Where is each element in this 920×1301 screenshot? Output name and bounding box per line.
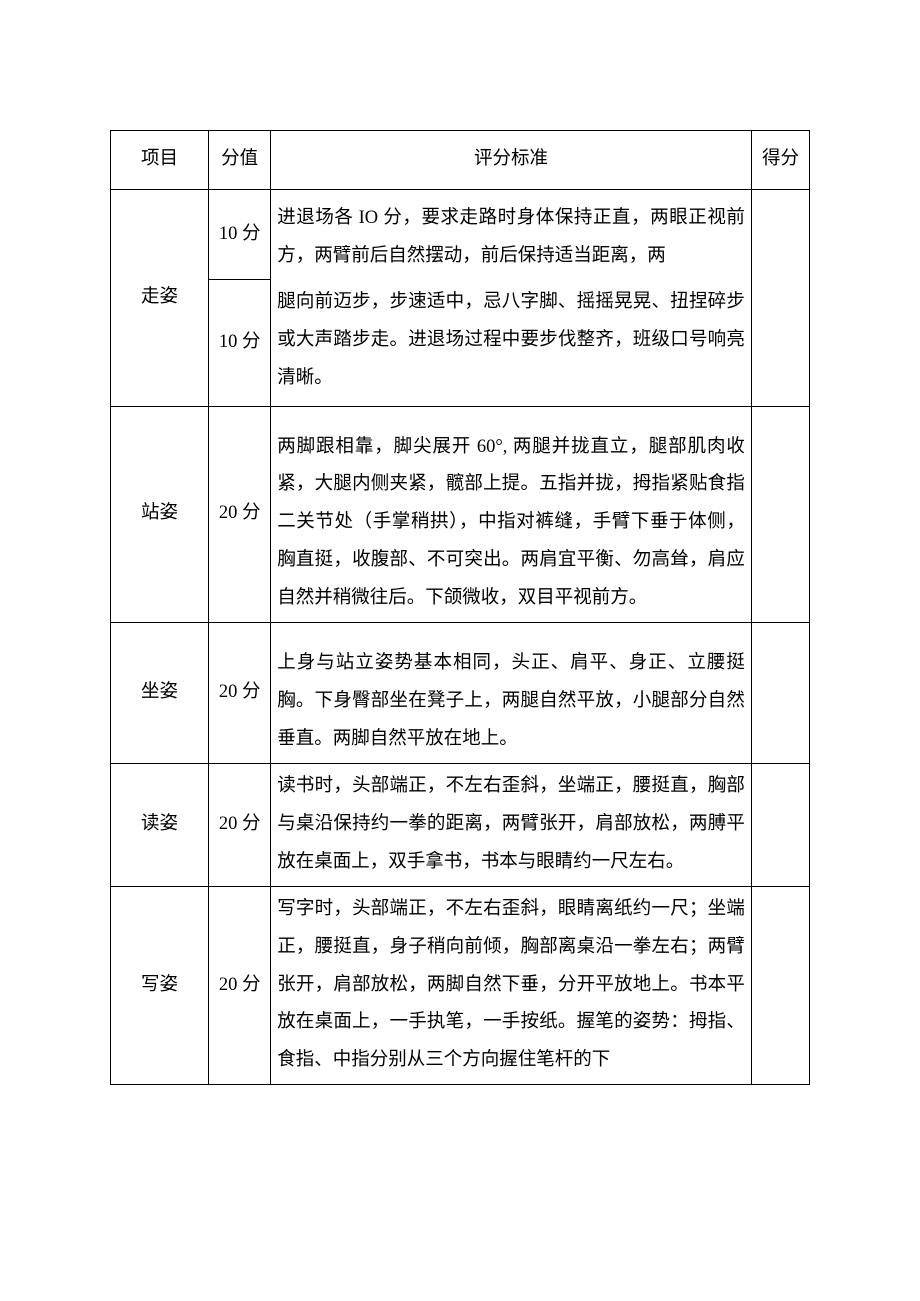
- item-walk: 走姿: [111, 189, 209, 406]
- points-walk-2: 10 分: [209, 280, 271, 406]
- score-write: [751, 886, 809, 1085]
- points-walk-1: 10 分: [209, 189, 271, 279]
- score-walk: [751, 189, 809, 406]
- score-sit: [751, 623, 809, 764]
- table-header-row: 项目 分值 评分标准 得分: [111, 131, 810, 190]
- document-page: 项目 分值 评分标准 得分 走姿 10 分 进退场各 IO 分，要求走路时身体保…: [0, 0, 920, 1185]
- criteria-walk-2: 腿向前迈步，步速适中，忌八字脚、摇摇晃晃、扭捏碎步或大声踏步走。进退场过程中要步…: [271, 280, 752, 406]
- points-sit: 20 分: [209, 623, 271, 764]
- table-row: 读姿 20 分 读书时，头部端正，不左右歪斜，坐端正，腰挺直，胸部与桌沿保持约一…: [111, 763, 810, 886]
- header-points: 分值: [209, 131, 271, 190]
- points-write: 20 分: [209, 886, 271, 1085]
- criteria-sit: 上身与站立姿势基本相同，头正、肩平、身正、立腰挺胸。下身臀部坐在凳子上，两腿自然…: [271, 623, 752, 764]
- item-read: 读姿: [111, 763, 209, 886]
- points-read: 20 分: [209, 763, 271, 886]
- table-row: 走姿 10 分 进退场各 IO 分，要求走路时身体保持正直，两眼正视前方，两臂前…: [111, 189, 810, 279]
- table-row: 10 分 腿向前迈步，步速适中，忌八字脚、摇摇晃晃、扭捏碎步或大声踏步走。进退场…: [111, 280, 810, 406]
- header-criteria: 评分标准: [271, 131, 752, 190]
- item-sit: 坐姿: [111, 623, 209, 764]
- criteria-read: 读书时，头部端正，不左右歪斜，坐端正，腰挺直，胸部与桌沿保持约一拳的距离，两臂张…: [271, 763, 752, 886]
- criteria-write: 写字时，头部端正，不左右歪斜，眼睛离纸约一尺；坐端正，腰挺直，身子稍向前倾，胸部…: [271, 886, 752, 1085]
- criteria-walk-1: 进退场各 IO 分，要求走路时身体保持正直，两眼正视前方，两臂前后自然摆动，前后…: [271, 189, 752, 279]
- points-stand: 20 分: [209, 406, 271, 623]
- score-stand: [751, 406, 809, 623]
- header-item: 项目: [111, 131, 209, 190]
- item-stand: 站姿: [111, 406, 209, 623]
- header-score: 得分: [751, 131, 809, 190]
- table-row: 写姿 20 分 写字时，头部端正，不左右歪斜，眼睛离纸约一尺；坐端正，腰挺直，身…: [111, 886, 810, 1085]
- item-write: 写姿: [111, 886, 209, 1085]
- table-row: 站姿 20 分 两脚跟相靠，脚尖展开 60°, 两腿并拢直立，腿部肌肉收紧，大腿…: [111, 406, 810, 623]
- scoring-table: 项目 分值 评分标准 得分 走姿 10 分 进退场各 IO 分，要求走路时身体保…: [110, 130, 810, 1085]
- criteria-stand: 两脚跟相靠，脚尖展开 60°, 两腿并拢直立，腿部肌肉收紧，大腿内侧夹紧，髋部上…: [271, 406, 752, 623]
- score-read: [751, 763, 809, 886]
- table-row: 坐姿 20 分 上身与站立姿势基本相同，头正、肩平、身正、立腰挺胸。下身臀部坐在…: [111, 623, 810, 764]
